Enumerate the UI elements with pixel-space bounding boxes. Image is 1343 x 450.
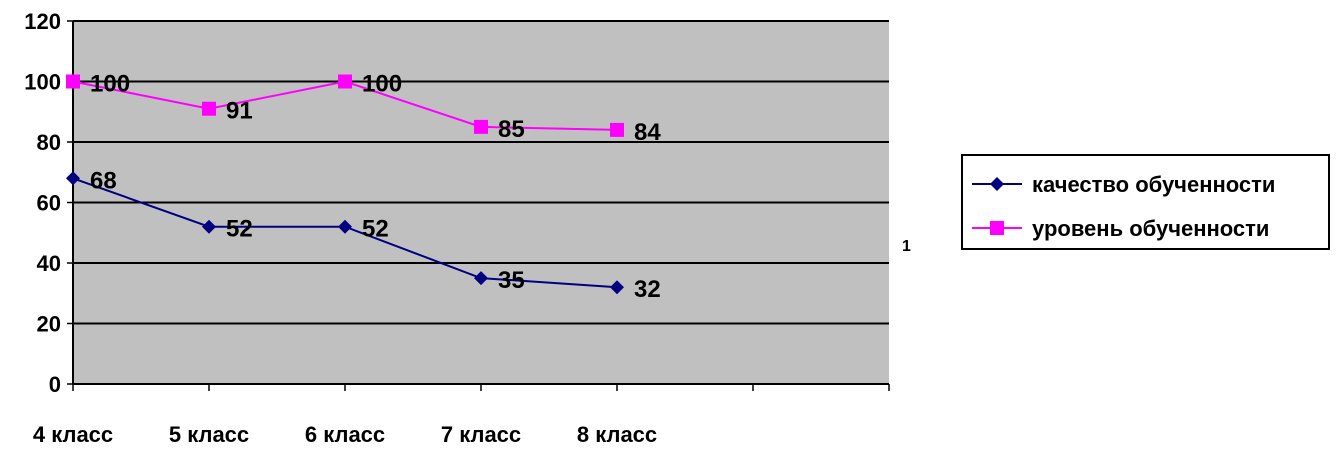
- data-point: [990, 177, 1004, 191]
- legend-label: уровень обученности: [1032, 216, 1269, 241]
- y-axis-ticks: 0 20 40 60 80 100 120: [24, 9, 73, 397]
- series-layer: 68 52 52 35 32 100 91 100 85 84: [66, 71, 661, 303]
- y-tick-label: 20: [37, 312, 61, 337]
- data-label: 85: [498, 116, 525, 143]
- legend-label: качество обученности: [1032, 172, 1275, 197]
- data-label: 68: [90, 167, 117, 194]
- data-point: [66, 171, 80, 186]
- y-tick-label: 100: [24, 70, 61, 95]
- data-label: 84: [634, 119, 661, 146]
- x-tick-label: 5 класс: [169, 422, 249, 447]
- data-point: [202, 219, 216, 234]
- data-point: [66, 74, 80, 89]
- x-tick-label: 6 класс: [305, 422, 385, 447]
- data-label: 52: [362, 216, 389, 243]
- y-tick-label: 60: [37, 191, 61, 216]
- data-label: 100: [90, 71, 130, 98]
- data-point: [474, 271, 488, 286]
- y-tick-label: 80: [37, 130, 61, 155]
- data-point: [474, 119, 488, 134]
- data-label: 91: [226, 98, 253, 125]
- data-point: [338, 74, 352, 89]
- x-axis-ticks: 4 класс 5 класс 6 класс 7 класс 8 класс: [33, 384, 890, 447]
- x-tick-label: 8 класс: [577, 422, 657, 447]
- data-label: 32: [634, 276, 661, 303]
- data-point: [202, 101, 216, 116]
- data-label: 100: [362, 71, 402, 98]
- x-tick-label: 4 класс: [33, 422, 113, 447]
- data-point: [338, 219, 352, 234]
- y-tick-label: 40: [37, 251, 61, 276]
- data-label: 52: [226, 216, 253, 243]
- y-tick-label: 120: [24, 9, 61, 34]
- gridlines: [73, 20, 889, 325]
- x-tick-label: 7 класс: [441, 422, 521, 447]
- data-point: [610, 122, 624, 137]
- legend-box: [961, 154, 1330, 250]
- y-tick-label: 0: [49, 372, 61, 397]
- legend: качество обученности уровень обученности: [961, 154, 1330, 250]
- data-point: [610, 280, 624, 295]
- data-label: 35: [498, 267, 525, 294]
- data-point: [990, 221, 1004, 235]
- side-label: 1: [902, 238, 911, 255]
